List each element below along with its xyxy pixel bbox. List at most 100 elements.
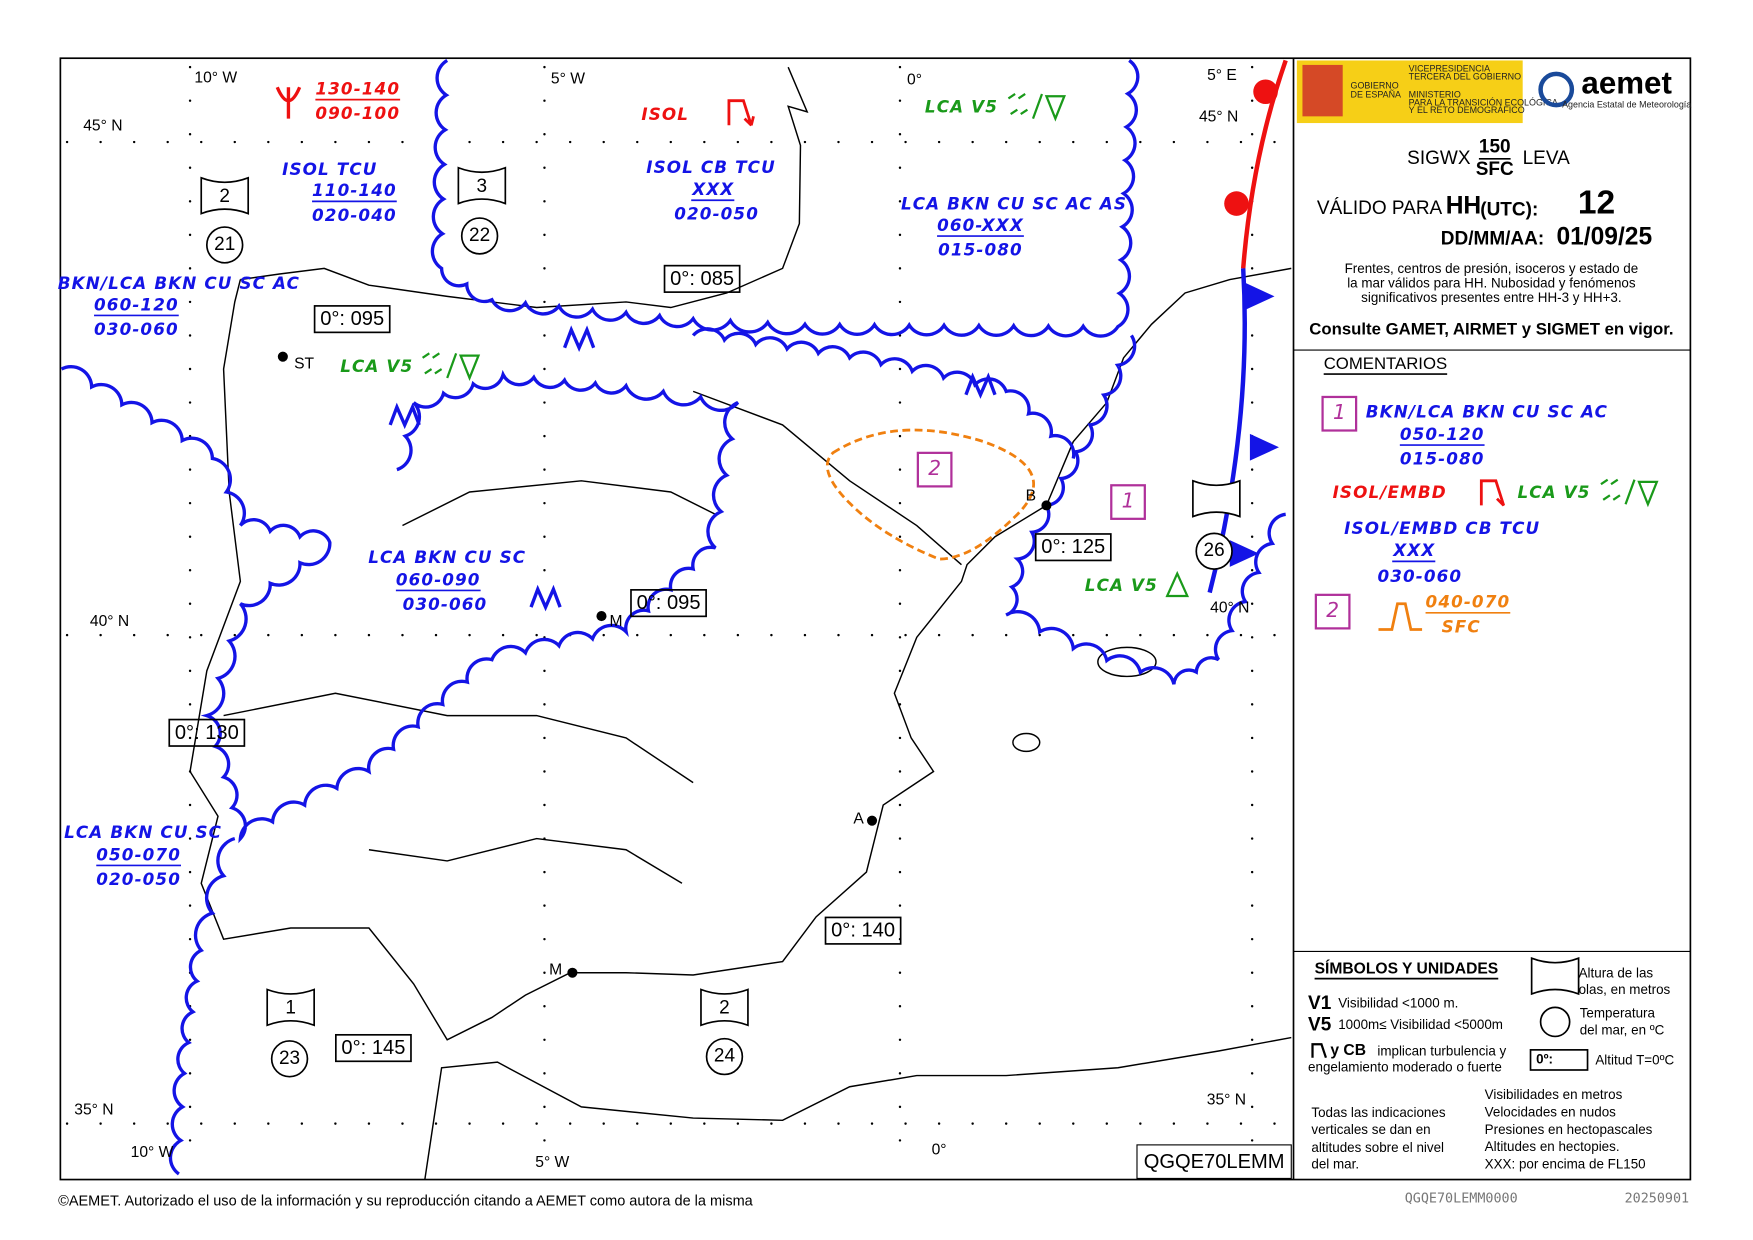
cloud-boundary xyxy=(1005,334,1287,685)
freezing-level: 0°: 130 xyxy=(175,722,239,744)
sea-temperature: 21 xyxy=(214,234,235,255)
legend-title: SÍMBOLOS Y UNIDADES xyxy=(1315,959,1499,978)
frame xyxy=(59,57,1692,1181)
weather-text: 020-050 xyxy=(674,204,759,224)
weather-text: ISOL TCU xyxy=(282,159,377,179)
city-dot xyxy=(866,815,878,826)
zone-box xyxy=(1314,593,1351,630)
weather-text: LCA BKN CU SC xyxy=(368,547,526,567)
sea-temp-circle xyxy=(1195,532,1233,570)
chart-code: QGQE70LEMM xyxy=(1144,1151,1285,1173)
city-dot xyxy=(277,351,288,362)
description: significativos presentes entre HH-3 y HH… xyxy=(1361,290,1621,305)
weather-text: 030-060 xyxy=(403,594,488,614)
zone-number: 1 xyxy=(1122,489,1135,513)
turbulence-symbol xyxy=(1479,479,1506,507)
grid-label: 0° xyxy=(932,1142,947,1159)
cloud-boundary xyxy=(691,327,1076,459)
vis-symbol xyxy=(421,352,481,381)
coast-iberia xyxy=(189,267,1292,1041)
weather-text: LCA V5 xyxy=(340,356,413,376)
legend-key: V5 xyxy=(1308,1014,1332,1035)
aemet-subtitle: Agencia Estatal de Meteorología xyxy=(1562,100,1691,110)
freezing-level: 0°: 095 xyxy=(320,308,384,330)
consult: Consulte GAMET, AIRMET y SIGMET en vigor… xyxy=(1309,319,1673,338)
zone-number: 2 xyxy=(1326,598,1339,622)
wave-flag xyxy=(457,166,507,205)
date-label: DD/MM/AA: xyxy=(1441,228,1544,249)
zone-box xyxy=(1110,484,1146,520)
gov-text: DE ESPAÑA xyxy=(1351,89,1402,99)
comment-text: LCA V5 xyxy=(1517,482,1590,502)
freezing-box xyxy=(313,305,391,334)
city-dot xyxy=(1041,500,1052,511)
freezing-box xyxy=(1529,1049,1589,1071)
sea-temperature: 24 xyxy=(714,1046,736,1067)
hour: 12 xyxy=(1578,185,1615,222)
legend-unit: Visibilidades en metros xyxy=(1485,1087,1623,1102)
valid-label: VÁLIDO PARA xyxy=(1317,198,1443,219)
copyright: ©AEMET. Autorizado el uso de la informac… xyxy=(58,1194,754,1210)
turbulence-symbol xyxy=(1311,1043,1327,1059)
weather-text: 060-120 xyxy=(94,294,179,314)
gov-text: GOBIERNO xyxy=(1351,81,1399,91)
level-bottom: SFC xyxy=(1476,159,1514,180)
legend-text: implican turbulencia y xyxy=(1377,1044,1506,1059)
freezing-box xyxy=(1034,533,1112,562)
freezing-level: 0°: 095 xyxy=(637,592,701,614)
freezing-box xyxy=(630,589,707,618)
wave-flag xyxy=(1192,479,1241,518)
weather-text: LCA V5 xyxy=(925,96,998,116)
freezing-box xyxy=(824,916,902,945)
comment-text: 015-080 xyxy=(1400,449,1485,469)
issue-date: 20250901 xyxy=(1625,1192,1690,1207)
weather-text: 060-XXX xyxy=(937,215,1024,235)
cloud-boundary xyxy=(168,836,236,1176)
legend-note: Todas las indicaciones xyxy=(1311,1105,1445,1120)
legend-text: Visibilidad <1000 m. xyxy=(1338,996,1458,1011)
sea-temp-circle xyxy=(270,1040,309,1078)
grid-label: 40° N xyxy=(1210,599,1249,616)
ministry-text: VICEPRESIDENCIA xyxy=(1409,64,1490,74)
grid-label: 0° xyxy=(907,72,922,89)
turbulence-symbol xyxy=(1378,602,1423,631)
zone-box xyxy=(1321,395,1358,432)
comment-text: 050-120 xyxy=(1400,424,1485,444)
coast-north xyxy=(240,66,809,309)
ministry-text: TERCERA DEL GOBIERNO xyxy=(1409,72,1521,82)
cloud-boundary xyxy=(60,365,740,844)
island xyxy=(1012,732,1041,753)
weather-text: ISOL CB TCU xyxy=(646,157,776,177)
description: Frentes, centros de presión, isoceros y … xyxy=(1345,261,1639,276)
comment-text: BKN/LCA BKN CU SC AC xyxy=(1366,402,1608,422)
sea-temp-circle xyxy=(705,1037,744,1076)
sea-temp-circle xyxy=(205,226,244,264)
mountain-wave xyxy=(964,372,997,399)
freezing-level: 0°: 140 xyxy=(831,920,895,942)
weather-text: XXX xyxy=(691,179,734,199)
vis-symbol xyxy=(1600,478,1659,508)
wave-height: 3 xyxy=(477,176,488,197)
freezing-box xyxy=(335,1033,412,1063)
weather-text: 110-140 xyxy=(312,180,397,200)
city-dot xyxy=(596,611,607,622)
wave-flag xyxy=(1530,956,1580,996)
sea-temperature: 22 xyxy=(469,225,490,246)
turbulence-symbol xyxy=(727,99,755,127)
legend-key: 0º: xyxy=(1536,1051,1553,1066)
vis-symbol xyxy=(1007,93,1066,122)
wave-flag xyxy=(200,176,250,215)
weather-text: LCA BKN CU SC AC AS xyxy=(901,194,1127,214)
ministry-text: MINISTERIO xyxy=(1409,89,1461,99)
warm-front xyxy=(1240,59,1288,269)
weather-text: LCA BKN CU SC xyxy=(64,822,222,842)
vis-symbol xyxy=(1165,570,1190,598)
grid-label: 5° W xyxy=(535,1154,569,1171)
wave-flag xyxy=(266,988,315,1027)
legend-text: del mar, en ºC xyxy=(1580,1022,1665,1037)
aemet-logo: aemet xyxy=(1581,65,1672,100)
hh: HH xyxy=(1446,192,1482,219)
weather-text: LCA V5 xyxy=(1085,575,1158,595)
product: SIGWX xyxy=(1407,148,1471,169)
